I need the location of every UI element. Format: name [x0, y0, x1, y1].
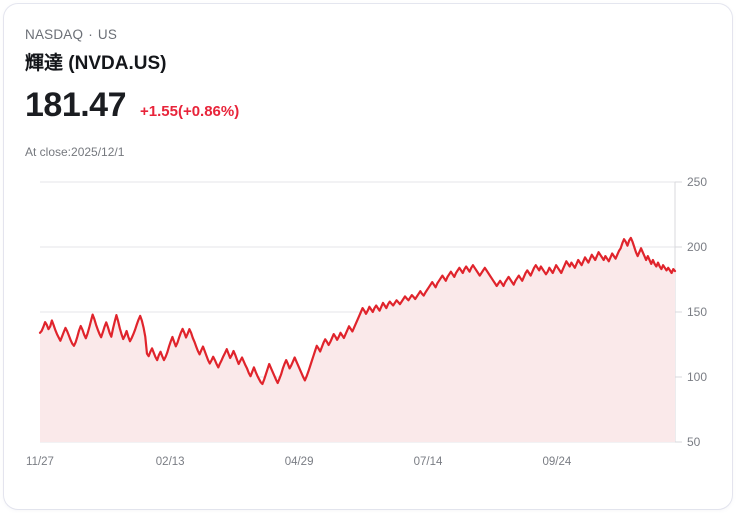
- market-status: At close:2025/12/1: [25, 145, 125, 159]
- x-axis-label: 07/14: [414, 456, 443, 468]
- price-change: +1.55(+0.86%): [140, 103, 240, 120]
- price-row: 181.47 +1.55(+0.86%): [25, 88, 239, 122]
- exchange-name: NASDAQ: [25, 27, 84, 42]
- y-axis-label: 200: [687, 240, 707, 254]
- area-fill: [40, 237, 675, 442]
- price-chart-svg[interactable]: 250 200 150 100 50 11/27 02/13 04/29 07/14 09/24: [4, 4, 732, 509]
- x-axis-label: 02/13: [156, 456, 185, 468]
- x-axis-label: 11/27: [26, 456, 54, 468]
- price-line: [38, 236, 677, 386]
- current-price: 181.47: [25, 86, 127, 124]
- y-axis-label: 50: [687, 435, 701, 449]
- x-axis-label: 09/24: [542, 456, 571, 468]
- price-chart[interactable]: 250 200 150 100 50 11/27 02/13 04/29 07/14 09/24: [4, 4, 732, 509]
- y-axis-label: 150: [687, 305, 707, 319]
- exchange-region: NASDAQ · US: [25, 27, 117, 42]
- separator-dot: ·: [88, 27, 93, 42]
- page-title: 輝達 (NVDA.US): [25, 53, 167, 74]
- y-axis-label: 250: [687, 175, 707, 189]
- region-name: US: [97, 27, 118, 42]
- stock-quote-card: NASDAQ · US 輝達 (NVDA.US) 181.47 +1.55(+0.8…: [4, 4, 732, 509]
- x-axis-label: 04/29: [285, 456, 314, 468]
- y-axis-label: 100: [687, 370, 707, 384]
